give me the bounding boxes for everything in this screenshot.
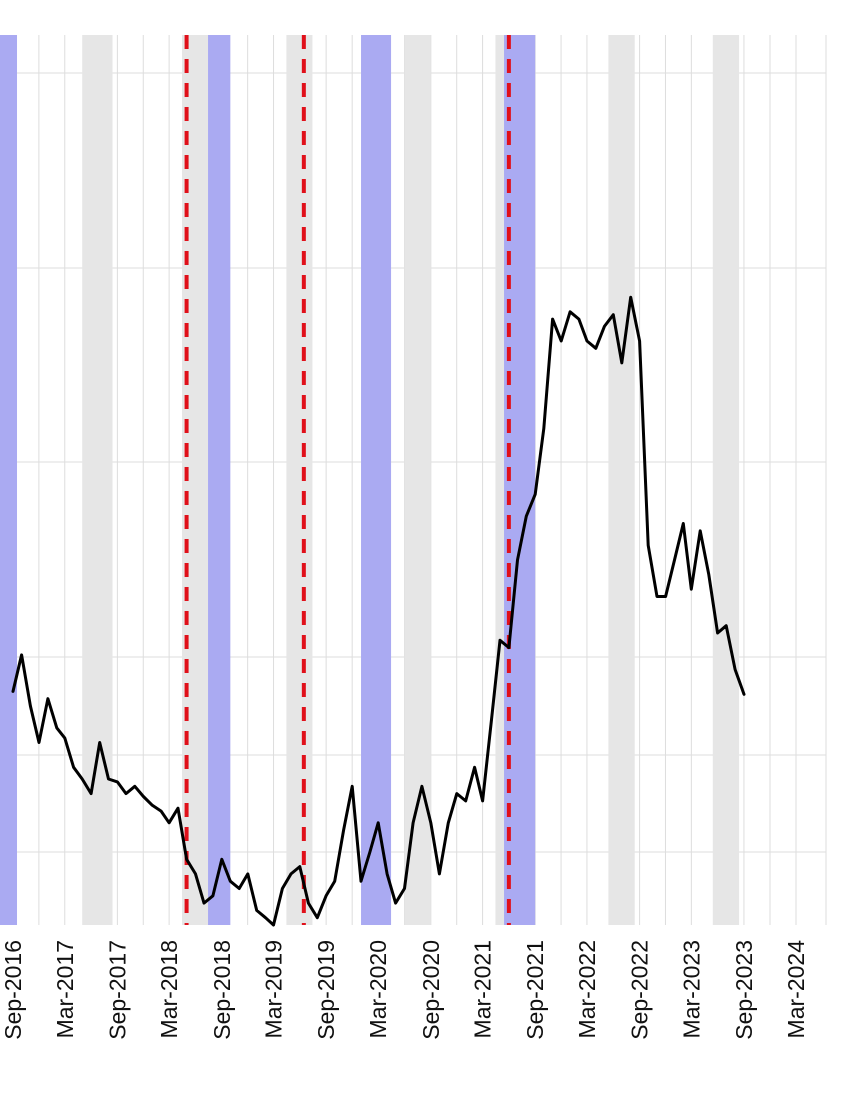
x-tick-label: Mar-2020 <box>365 940 391 1038</box>
shaded-period-blue <box>361 35 392 925</box>
x-tick-label: Sep-2018 <box>209 940 235 1040</box>
x-tick-label: Mar-2019 <box>261 940 287 1038</box>
event-lines <box>184 35 511 925</box>
x-tick-label: Mar-2024 <box>783 940 809 1039</box>
shaded-period-gray <box>82 35 113 925</box>
shaded-period-gray <box>608 35 635 925</box>
shaded-period-blue <box>208 35 231 925</box>
shaded-period-blue <box>0 35 18 925</box>
x-tick-label: Sep-2022 <box>627 940 653 1040</box>
shaded-period-gray <box>404 35 431 925</box>
x-tick-label: Sep-2016 <box>0 940 26 1040</box>
series <box>11 295 746 927</box>
x-tick-label: Mar-2022 <box>574 940 600 1038</box>
shaded-period-gray <box>286 35 313 925</box>
x-tick-label: Mar-2023 <box>678 940 704 1038</box>
x-tick-label: Mar-2021 <box>470 940 496 1038</box>
x-tick-label: Sep-2019 <box>313 940 339 1040</box>
x-tick-label: Sep-2017 <box>104 940 130 1040</box>
shaded-periods <box>0 35 740 925</box>
x-axis-tick-labels: Sep-2016 Mar-2017 Sep-2017 Mar-2018 Sep-2018… <box>0 940 809 1040</box>
x-tick-label: Sep-2020 <box>418 940 444 1040</box>
x-tick-label: Sep-2023 <box>731 940 757 1040</box>
x-tick-label: Mar-2018 <box>156 940 182 1038</box>
shaded-period-gray <box>495 35 505 925</box>
x-tick-label: Sep-2021 <box>522 940 548 1040</box>
shaded-period-gray <box>712 35 740 925</box>
x-tick-label: Mar-2017 <box>52 940 78 1038</box>
